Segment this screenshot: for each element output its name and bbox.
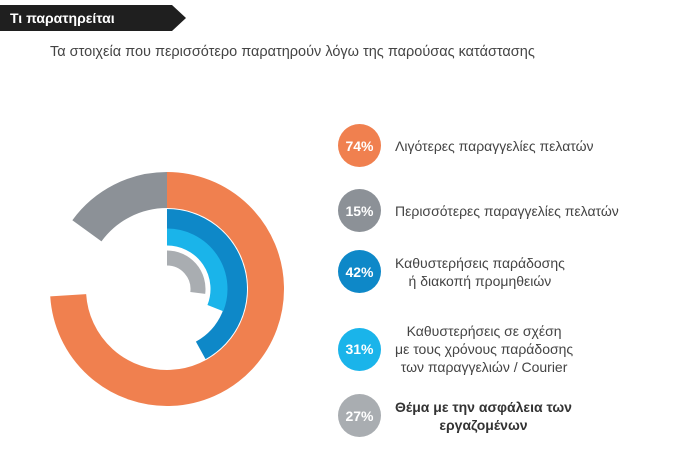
chart-subtitle: Τα στοιχεία που περισσότερο παρατηρούν λ… [50, 44, 535, 60]
legend-item: 42% Καθυστερήσεις παράδοσης ή διακοπή προ… [338, 250, 668, 293]
percent-badge: 31% [338, 327, 381, 371]
legend-item: 31% Καθυστερήσεις σε σχέση με τους χρόνου… [338, 322, 668, 376]
ring-bar-1 [50, 172, 284, 406]
legend-item: 27% Θέμα με την ασφάλεια των εργαζομένων [338, 394, 668, 437]
section-tag-label: Τι παρατηρείται [10, 10, 115, 26]
percent-badge: 74% [338, 124, 381, 167]
legend-item: 15% Περισσότερες παραγγελίες πελατών [338, 189, 668, 232]
ring-bar-2 [72, 172, 168, 242]
legend-label: Θέμα με την ασφάλεια των εργαζομένων [395, 398, 572, 433]
section-tag: Τι παρατηρείται [0, 5, 186, 31]
legend-label: Λιγότερες παραγγελίες πελατών [395, 137, 594, 154]
ring-bar-5 [166, 250, 206, 294]
tag-background [0, 5, 186, 31]
chart-legend: 74% Λιγότερες παραγγελίες πελατών 15% Περισ… [338, 0, 668, 465]
legend-label: Καθυστερήσεις σε σχέση με τους χρόνους π… [395, 323, 574, 375]
percent-badge: 42% [338, 250, 381, 293]
legend-label: Καθυστερήσεις παράδοσης ή διακοπή προμηθ… [395, 254, 565, 289]
ring-bar-3 [166, 209, 247, 360]
ring-bar-4 [166, 228, 228, 312]
radial-bar-chart [50, 172, 284, 406]
percent-badge: 15% [338, 189, 381, 232]
legend-item: 74% Λιγότερες παραγγελίες πελατών [338, 124, 668, 167]
percent-badge: 27% [338, 394, 381, 437]
legend-label: Περισσότερες παραγγελίες πελατών [395, 202, 619, 219]
